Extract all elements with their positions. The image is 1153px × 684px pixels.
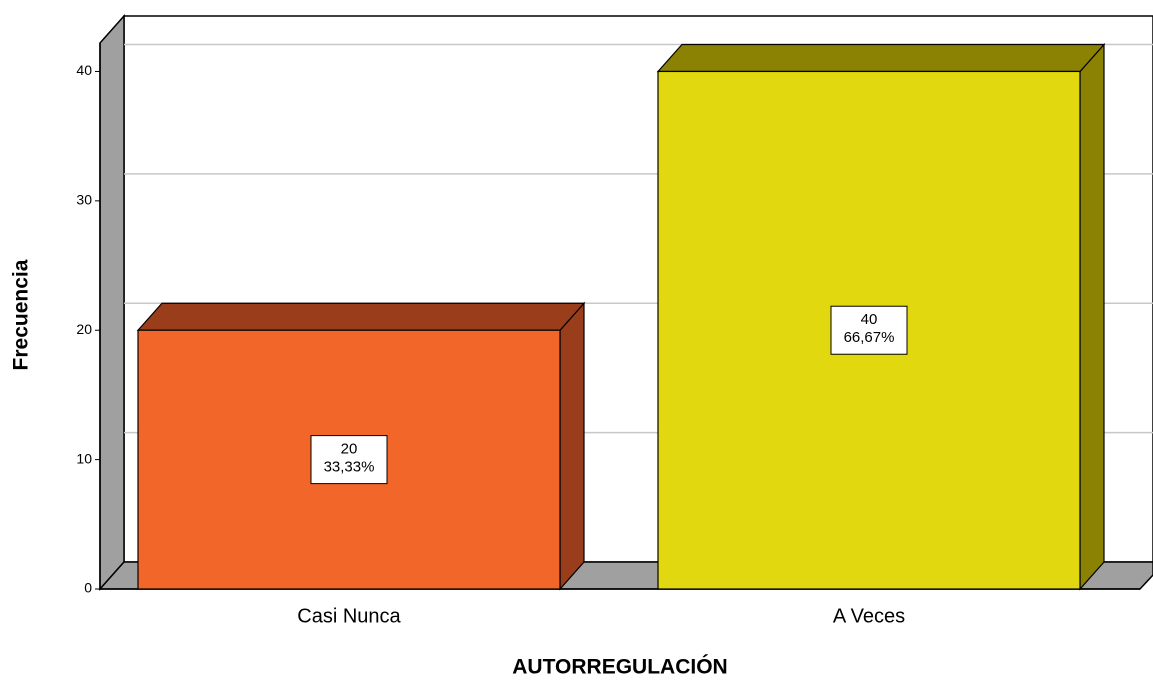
bar-top bbox=[136, 302, 586, 331]
x-axis-title: AUTORREGULACIÓN bbox=[512, 655, 727, 679]
x-tick-label: Casi Nunca bbox=[297, 605, 401, 627]
data-label-box bbox=[310, 435, 388, 485]
x-tick-label: A Veces bbox=[833, 605, 905, 627]
data-label-box bbox=[830, 305, 908, 355]
data-label: 20 bbox=[341, 441, 358, 458]
y-tick-label: 40 bbox=[76, 62, 92, 78]
y-tick-label: 20 bbox=[76, 321, 92, 337]
bar-top bbox=[656, 43, 1106, 73]
data-label: 40 bbox=[861, 311, 878, 328]
data-label-percent: 66,67% bbox=[844, 329, 895, 346]
left-wall bbox=[99, 14, 125, 591]
bar-side bbox=[559, 301, 585, 591]
data-label-percent: 33,33% bbox=[324, 459, 375, 476]
y-tick-label: 0 bbox=[84, 580, 92, 596]
y-axis-title: Frecuencia bbox=[10, 259, 33, 370]
y-tick-label: 10 bbox=[76, 450, 92, 466]
bar-side bbox=[1079, 42, 1105, 591]
y-tick-label: 30 bbox=[76, 192, 92, 208]
